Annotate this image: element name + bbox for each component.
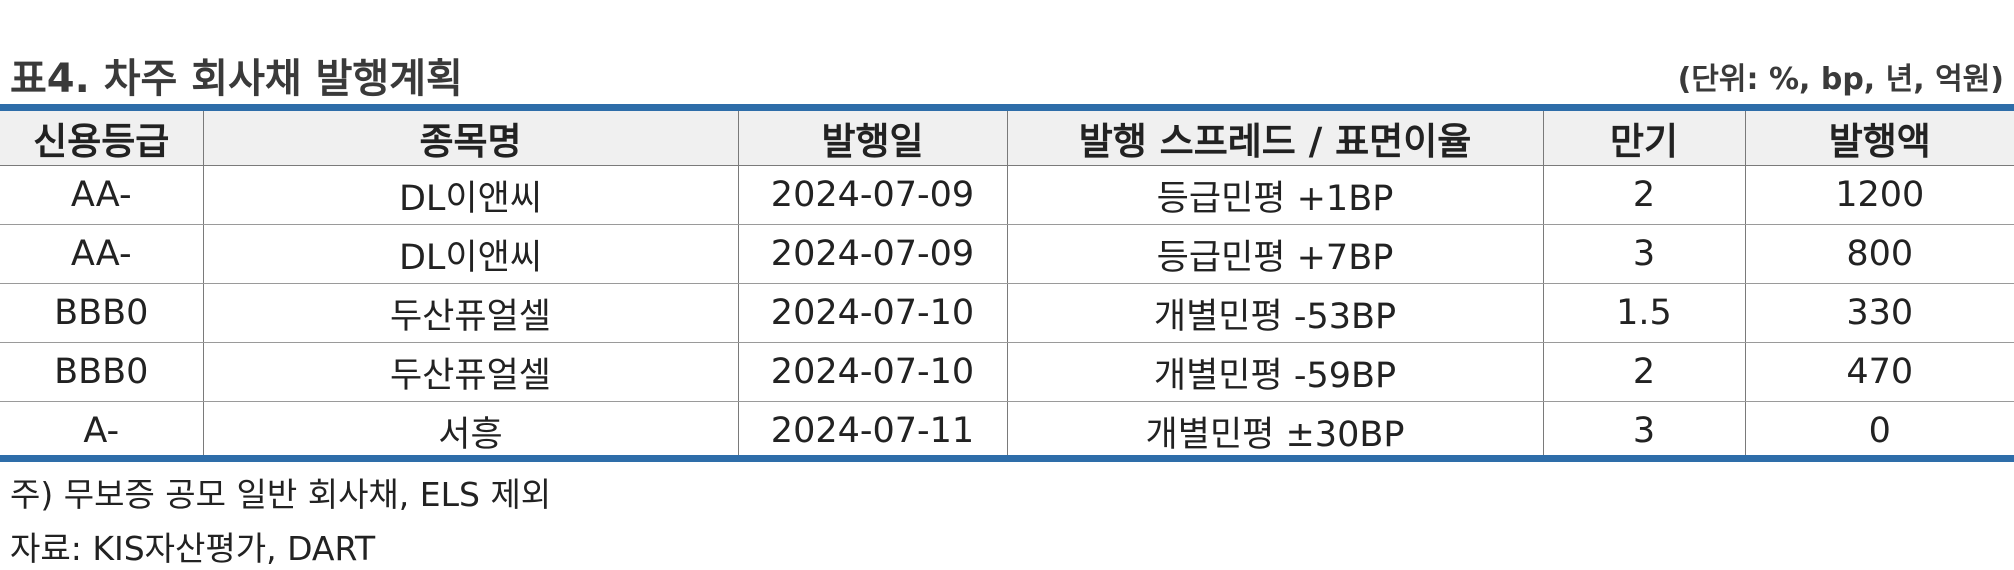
header-spread-coupon: 발행 스프레드 / 표면이율 [1006, 111, 1543, 166]
table-row: AA- DL이앤씨 2024-07-09 등급민평 +1BP 2 1200 [0, 165, 2014, 225]
table-row: BBB0 두산퓨얼셀 2024-07-10 개별민평 -59BP 2 470 [0, 342, 2014, 402]
footnote: 주) 무보증 공모 일반 회사채, ELS 제외 [10, 475, 552, 514]
cell-amount: 470 [1744, 342, 2014, 402]
cell-credit-rating: AA- [0, 165, 203, 225]
cell-spread-coupon: 개별민평 -53BP [1006, 283, 1543, 343]
cell-issue-date: 2024-07-09 [737, 165, 1007, 225]
cell-maturity: 3 [1542, 401, 1745, 460]
cell-spread-coupon: 등급민평 +7BP [1006, 224, 1543, 284]
table-row: BBB0 두산퓨얼셀 2024-07-10 개별민평 -53BP 1.5 330 [0, 283, 2014, 343]
table-row: AA- DL이앤씨 2024-07-09 등급민평 +7BP 3 800 [0, 224, 2014, 284]
header-credit-rating: 신용등급 [0, 111, 203, 166]
cell-issue-name: 두산퓨얼셀 [202, 283, 738, 343]
cell-issue-name: 두산퓨얼셀 [202, 342, 738, 402]
bond-issuance-table: 신용등급 종목명 발행일 발행 스프레드 / 표면이율 만기 발행액 AA- D… [0, 111, 2014, 460]
bottom-rule [0, 455, 2014, 462]
cell-credit-rating: BBB0 [0, 283, 203, 343]
cell-amount: 0 [1744, 401, 2014, 460]
cell-maturity: 3 [1542, 224, 1745, 284]
header-row: 신용등급 종목명 발행일 발행 스프레드 / 표면이율 만기 발행액 [0, 111, 2014, 166]
cell-issue-date: 2024-07-09 [737, 224, 1007, 284]
header-amount: 발행액 [1744, 111, 2014, 166]
cell-spread-coupon: 개별민평 ±30BP [1006, 401, 1543, 460]
cell-credit-rating: AA- [0, 224, 203, 284]
cell-issue-name: 서흥 [202, 401, 738, 460]
cell-amount: 800 [1744, 224, 2014, 284]
cell-maturity: 2 [1542, 342, 1745, 402]
table-title: 표4. 차주 회사채 발행계획 [10, 56, 463, 102]
header-issue-name: 종목명 [202, 111, 738, 166]
cell-spread-coupon: 등급민평 +1BP [1006, 165, 1543, 225]
cell-amount: 1200 [1744, 165, 2014, 225]
header-maturity: 만기 [1542, 111, 1745, 166]
unit-note: (단위: %, bp, 년, 억원) [1677, 62, 2004, 97]
cell-issue-date: 2024-07-10 [737, 283, 1007, 343]
title-row: 표4. 차주 회사채 발행계획 (단위: %, bp, 년, 억원) [10, 46, 2004, 102]
cell-amount: 330 [1744, 283, 2014, 343]
source-note: 자료: KIS자산평가, DART [10, 529, 376, 568]
header-issue-date: 발행일 [737, 111, 1007, 166]
cell-issue-date: 2024-07-11 [737, 401, 1007, 460]
cell-issue-date: 2024-07-10 [737, 342, 1007, 402]
cell-credit-rating: BBB0 [0, 342, 203, 402]
cell-maturity: 1.5 [1542, 283, 1745, 343]
cell-spread-coupon: 개별민평 -59BP [1006, 342, 1543, 402]
cell-issue-name: DL이앤씨 [202, 224, 738, 284]
top-rule [0, 104, 2014, 111]
cell-credit-rating: A- [83, 411, 120, 451]
cell-issue-name: DL이앤씨 [202, 165, 738, 225]
table-row: A- 서흥 2024-07-11 개별민평 ±30BP 3 0 [0, 401, 2014, 460]
cell-maturity: 2 [1542, 165, 1745, 225]
